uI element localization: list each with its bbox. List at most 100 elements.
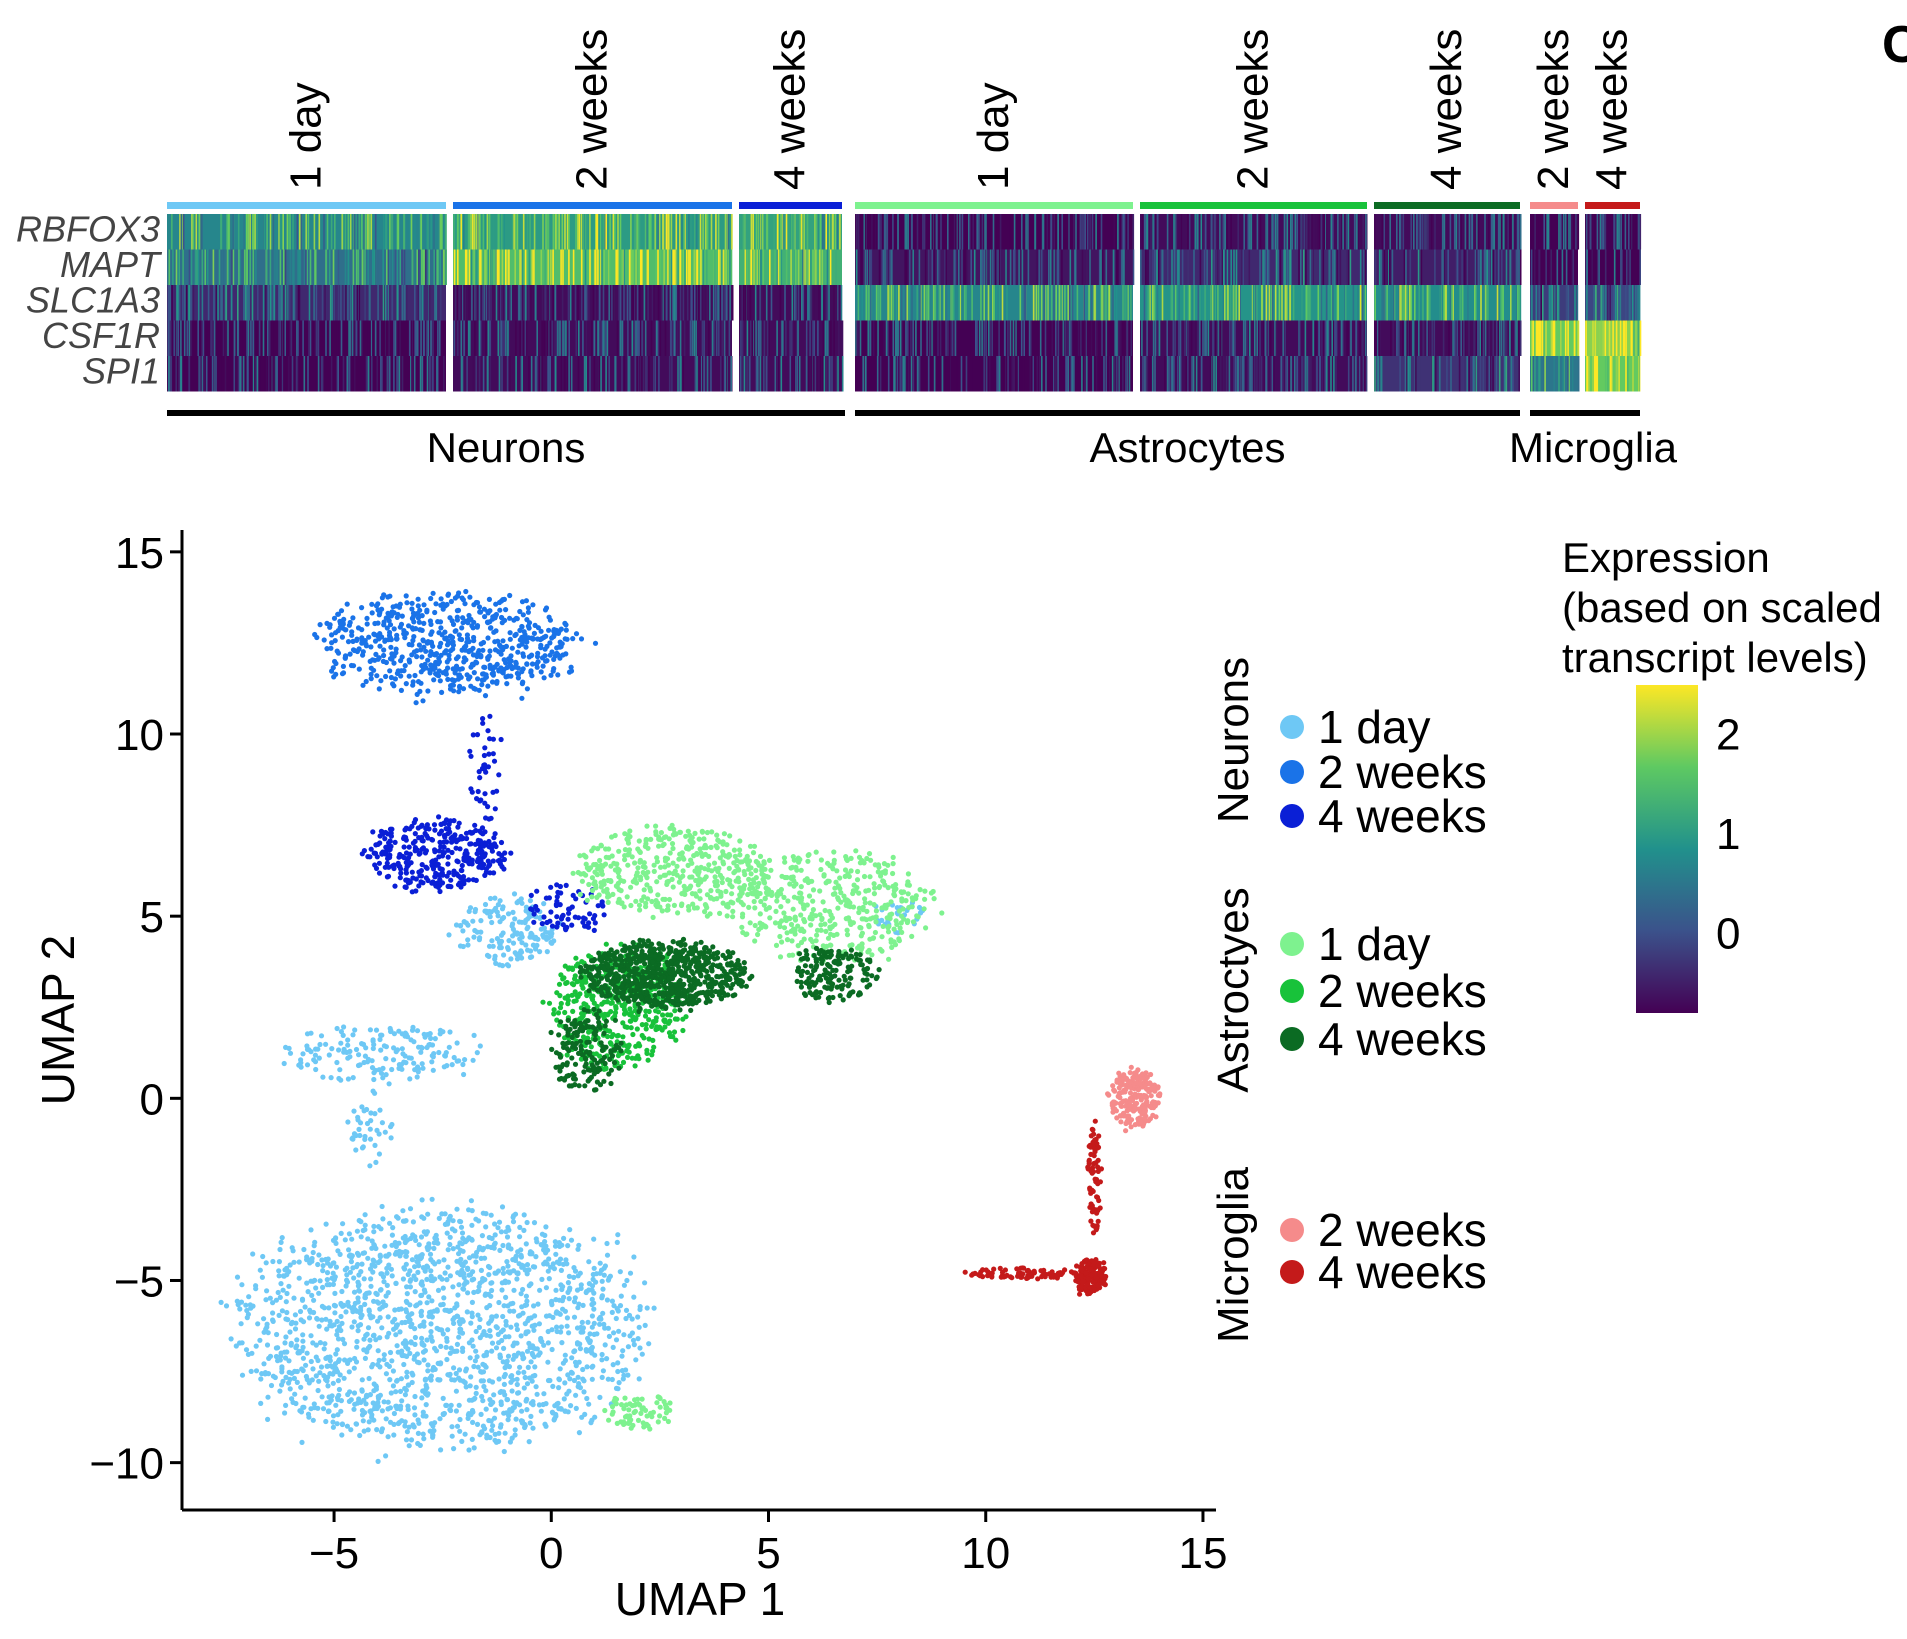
point xyxy=(346,1247,352,1253)
heat-cell xyxy=(445,249,447,285)
point xyxy=(478,918,484,924)
point xyxy=(554,1324,560,1330)
heat-cell xyxy=(348,356,351,392)
point xyxy=(541,1247,547,1253)
point xyxy=(527,1420,533,1426)
heat-cell xyxy=(313,285,315,321)
point xyxy=(379,1203,385,1210)
point xyxy=(549,1302,555,1308)
point xyxy=(238,1299,245,1305)
heat-cell xyxy=(947,320,949,356)
heat-cell xyxy=(1023,320,1025,356)
point xyxy=(419,1341,425,1347)
heat-cell xyxy=(329,285,332,321)
point xyxy=(600,1310,606,1316)
heat-cell xyxy=(965,356,968,392)
point xyxy=(427,1428,433,1434)
heat-cell xyxy=(549,320,551,356)
point xyxy=(428,1273,434,1279)
point xyxy=(424,1300,430,1306)
heat-cell xyxy=(278,285,280,321)
heat-cell xyxy=(552,249,554,285)
heat-cell xyxy=(1118,214,1120,250)
heat-cell xyxy=(344,214,347,250)
heat-cell xyxy=(695,320,697,356)
heat-cell xyxy=(702,249,705,285)
point xyxy=(562,1380,568,1386)
point xyxy=(371,1223,377,1229)
heat-cell xyxy=(963,285,966,321)
heat-cell xyxy=(1365,214,1367,250)
point xyxy=(233,1343,239,1349)
heat-cell xyxy=(1116,320,1119,356)
heat-cell xyxy=(503,320,506,356)
heat-cell xyxy=(883,214,886,250)
heat-cell xyxy=(477,214,479,250)
heat-cell xyxy=(1141,320,1143,356)
heat-cell xyxy=(797,285,800,321)
point xyxy=(517,1234,523,1240)
point xyxy=(351,1275,357,1281)
heat-cell xyxy=(822,320,825,356)
point xyxy=(311,1401,317,1407)
point xyxy=(313,1373,319,1379)
heat-cell xyxy=(741,285,743,321)
heat-cell xyxy=(262,285,265,321)
heat-cell xyxy=(751,320,754,356)
point xyxy=(339,1432,345,1438)
point xyxy=(438,1447,444,1453)
heat-cell xyxy=(269,356,271,392)
point xyxy=(471,1276,477,1282)
point xyxy=(432,1366,438,1372)
point xyxy=(283,1402,289,1408)
heat-cell xyxy=(1304,356,1307,392)
heat-cell xyxy=(629,285,631,321)
heat-cell xyxy=(824,320,827,356)
heat-cell xyxy=(180,356,183,392)
heat-cell xyxy=(1181,249,1184,285)
heat-cell xyxy=(1494,249,1496,285)
heat-cell xyxy=(1464,214,1467,250)
heat-cell xyxy=(1259,214,1262,250)
heat-cell xyxy=(430,214,432,250)
point xyxy=(456,1367,463,1373)
point xyxy=(589,1287,595,1293)
heat-cell xyxy=(501,249,504,285)
heat-cell xyxy=(763,356,765,392)
heat-cell xyxy=(514,249,516,285)
heat-cell xyxy=(654,320,657,356)
heat-cell xyxy=(1064,320,1067,356)
heat-cell xyxy=(776,320,778,356)
heat-cell xyxy=(1034,356,1036,392)
heat-cell xyxy=(1467,214,1469,250)
point xyxy=(330,1413,337,1419)
heat-cell xyxy=(985,320,987,356)
heat-cell xyxy=(743,356,746,392)
heat-cell xyxy=(1612,320,1614,356)
heat-cell xyxy=(1054,249,1057,285)
heat-cell xyxy=(1301,214,1304,250)
heat-cell xyxy=(499,320,501,356)
heat-cell xyxy=(471,214,474,250)
point xyxy=(636,1324,642,1330)
point xyxy=(568,1369,575,1375)
heat-cell xyxy=(760,249,763,285)
point xyxy=(339,1421,345,1428)
heat-cell xyxy=(1408,285,1411,321)
heat-cell xyxy=(1334,320,1336,356)
heat-cell xyxy=(867,320,869,356)
heat-cell xyxy=(229,214,232,250)
point xyxy=(423,1386,429,1392)
heat-cell xyxy=(1532,320,1534,356)
point xyxy=(312,1239,318,1245)
heat-cell xyxy=(1328,214,1330,250)
heat-cell xyxy=(758,214,761,250)
panel-letter: C xyxy=(1882,16,1907,74)
point xyxy=(465,1266,471,1272)
heat-cell xyxy=(1146,356,1148,392)
heat-cell xyxy=(1390,320,1392,356)
heat-cell xyxy=(258,320,261,356)
point xyxy=(462,1431,468,1437)
heat-cell xyxy=(183,320,186,356)
point xyxy=(455,1244,461,1250)
